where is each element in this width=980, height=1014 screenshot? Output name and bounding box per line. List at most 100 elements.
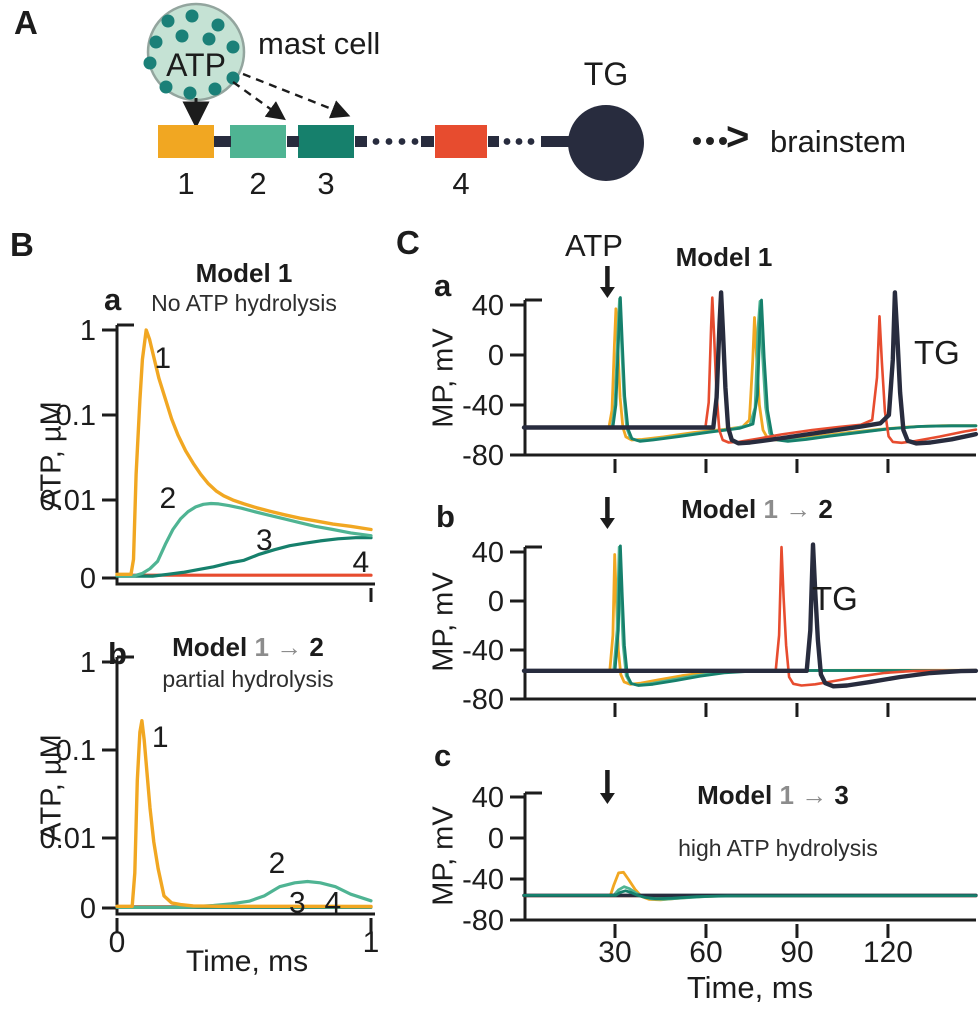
tg-soma xyxy=(568,105,644,181)
plot-cb-y-axis-label: MP, mV xyxy=(427,572,460,672)
atp-granule-dot xyxy=(161,14,175,28)
plot-cc-sublabel: c xyxy=(434,738,452,773)
title-part: Model xyxy=(697,780,780,810)
y-tick-label: -40 xyxy=(462,864,504,896)
y-tick-label: 40 xyxy=(472,537,504,569)
plot-ba-title: Model 1 xyxy=(124,258,364,288)
series-trigeminal-ganglion xyxy=(521,542,979,689)
atp-granule-dot xyxy=(185,9,199,23)
axon-compartment-3 xyxy=(298,125,354,158)
plot-cb-sublabel: b xyxy=(436,499,455,534)
compartment-3-number: 3 xyxy=(317,166,335,201)
atp-granule-dot xyxy=(175,29,189,43)
axes xyxy=(115,325,375,586)
title-part: 3 xyxy=(834,780,849,810)
axon-dot xyxy=(527,138,535,145)
panel-c-letter: C xyxy=(396,224,420,261)
title-part: 2 xyxy=(818,494,833,524)
axon-compartment-2 xyxy=(230,125,286,158)
stimulus-arrowhead xyxy=(599,518,615,529)
title-part: Model xyxy=(172,632,255,662)
series-compartment-2 xyxy=(115,501,373,578)
plot-bb-sublabel: b xyxy=(108,636,127,671)
y-tick-label: 1 xyxy=(80,315,96,347)
axon-dot xyxy=(515,138,523,145)
plot-ca-y-axis-label: MP, mV xyxy=(427,328,460,428)
plot-cb-tg-trace-label: TG xyxy=(812,580,858,617)
title-part: Model 1 xyxy=(195,258,293,288)
series-compartment-1 xyxy=(115,328,373,576)
title-part: Model 1 xyxy=(675,242,773,272)
series-compartment-4 xyxy=(522,296,978,445)
atp-diffusion-arrow xyxy=(232,81,286,121)
series-compartment-1 xyxy=(115,719,373,909)
atp-application-label: ATP xyxy=(565,228,623,263)
title-part: Model xyxy=(681,494,764,524)
chart-c_c: 40 0 -40 -80 30 60 90 120 xyxy=(462,770,978,969)
plot-ca-title: Model 1 xyxy=(624,242,824,272)
atp-granule-dot xyxy=(159,80,173,94)
axes xyxy=(115,657,375,916)
series-compartment-2 xyxy=(522,545,978,687)
panel-b-letter: B xyxy=(10,226,34,263)
title-part-gray: 1 → xyxy=(763,494,819,524)
axon-segment xyxy=(421,136,434,147)
axon-segment xyxy=(488,136,499,147)
mast-cell-atp-label: ATP xyxy=(166,47,226,83)
stimulus-arrowhead xyxy=(599,793,615,804)
y-tick-label: 40 xyxy=(472,782,504,814)
chart-b_b: 1 0.1 0.01 00 1 1 23 4 xyxy=(40,647,380,959)
brainstem-label: brainstem xyxy=(770,124,907,159)
curve-label-4: 4 xyxy=(352,546,369,579)
series-compartment-3 xyxy=(522,296,978,443)
panel-a-letter: A xyxy=(14,4,38,41)
x-tick-label: 60 xyxy=(689,936,722,969)
series-compartment-3 xyxy=(522,889,978,901)
y-tick-label: -80 xyxy=(462,684,504,716)
axon-compartment-1 xyxy=(158,125,214,158)
y-tick-label: -80 xyxy=(462,440,504,472)
y-tick-label: 0.01 xyxy=(40,823,96,855)
curve-label-1: 1 xyxy=(152,721,169,754)
compartment-1-number: 1 xyxy=(177,166,195,201)
chart-b_a: 1 0.1 0.01 0 1 2 3 4 xyxy=(40,315,375,602)
y-tick-label: 0 xyxy=(80,563,96,595)
atp-diffusion-arrow xyxy=(242,72,351,119)
plot-cb-title: Model 1 → 2 xyxy=(632,494,882,524)
x-tick-label: 90 xyxy=(780,936,813,969)
stimulus-arrowhead xyxy=(599,287,615,298)
atp-granule-dot xyxy=(226,40,240,54)
compartment-2-number: 2 xyxy=(249,166,267,201)
mast-cell-label: mast cell xyxy=(258,26,381,61)
curve-label-3: 3 xyxy=(289,886,306,919)
title-part-gray: 1 → xyxy=(254,632,310,662)
y-tick-label: 0.1 xyxy=(56,735,96,767)
y-tick-label: 0 xyxy=(80,893,96,925)
atp-granule-dot xyxy=(211,18,225,32)
atp-granule-dot xyxy=(183,86,197,100)
y-tick-label: 1 xyxy=(80,647,96,679)
atp-granule-dot xyxy=(226,71,240,85)
axon-segment xyxy=(541,136,569,147)
plot-bb-y-axis-label: ATP, µM xyxy=(35,734,68,842)
curve-label-3: 3 xyxy=(256,524,273,557)
mast-cell-diagram xyxy=(143,2,727,181)
series-compartment-2 xyxy=(522,885,978,901)
chart-c_b: 40 0 -40 -80 xyxy=(462,497,979,717)
y-tick-label: 0 xyxy=(488,823,504,855)
axon-dot xyxy=(372,138,380,145)
x-tick-label: 30 xyxy=(598,936,631,969)
series-compartment-3 xyxy=(115,536,373,578)
projection-dot xyxy=(719,137,727,145)
projection-dot xyxy=(693,137,701,145)
plot-cc-x-axis-label: Time, ms xyxy=(686,970,814,1005)
curve-label-1: 1 xyxy=(154,342,171,375)
series-compartment-4 xyxy=(522,545,978,687)
y-tick-label: -80 xyxy=(462,905,504,937)
y-tick-label: 0.01 xyxy=(40,485,96,517)
projection-dot xyxy=(706,137,714,145)
atp-granule-dot xyxy=(208,82,222,96)
axon-segment xyxy=(355,136,367,147)
